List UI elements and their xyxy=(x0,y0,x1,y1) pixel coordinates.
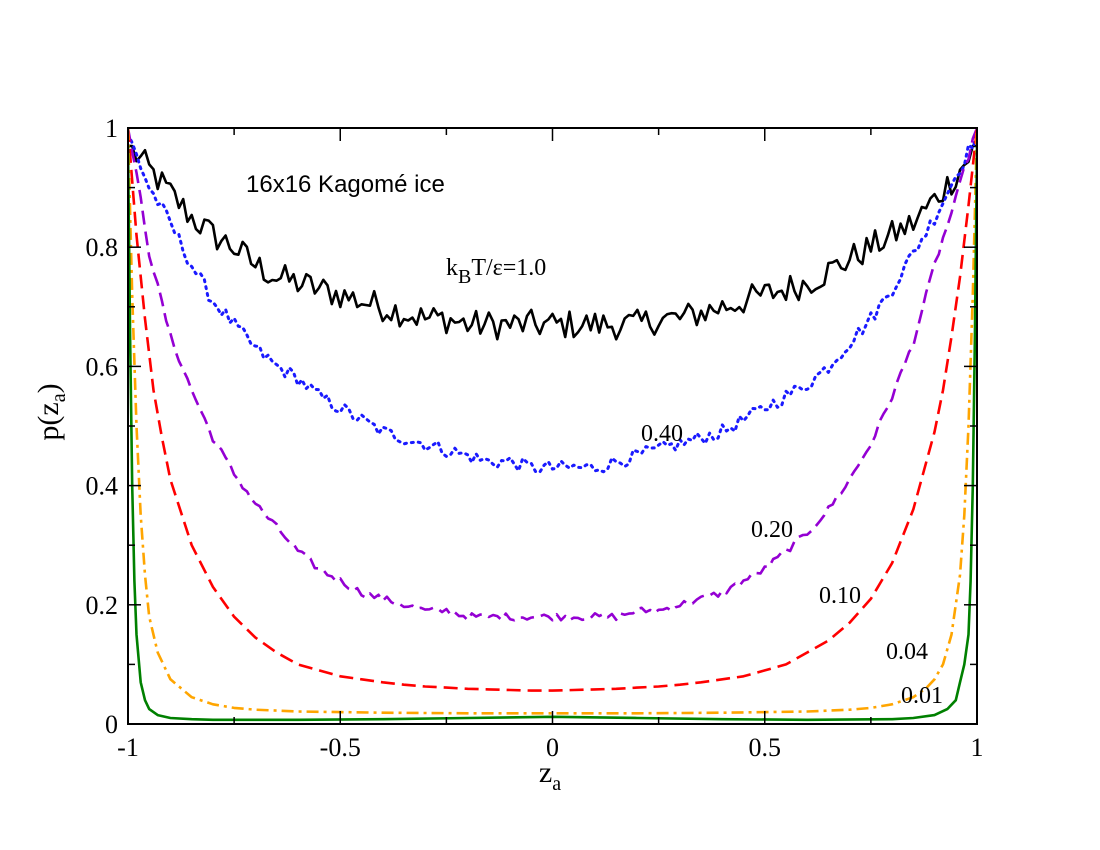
y-tick-label: 1 xyxy=(105,114,118,143)
x-tick-label: 1 xyxy=(971,733,984,762)
series-label-1-sub: B xyxy=(458,266,471,288)
y-axis-label: p(za) xyxy=(32,383,70,440)
y-tick-label: 0 xyxy=(105,710,118,739)
x-axis-label-sub: a xyxy=(552,773,561,795)
chart-annotation: 16x16 Kagomé ice xyxy=(246,171,445,198)
series-line-6 xyxy=(128,145,977,722)
series-label-4: 0.10 xyxy=(819,583,861,609)
series-label-1-rest: T/ε=1.0 xyxy=(471,255,546,281)
series-line-1 xyxy=(128,144,977,341)
x-tick-label: 0 xyxy=(546,733,559,762)
y-tick-label: 0.6 xyxy=(86,352,119,381)
series-label-5: 0.04 xyxy=(886,639,928,665)
plot-frame xyxy=(127,127,978,725)
x-tick-label: -1 xyxy=(117,733,139,762)
y-axis-label-sub: a xyxy=(48,393,70,402)
x-tick-label: -0.5 xyxy=(320,733,361,762)
series-line-3 xyxy=(128,128,977,622)
axis-tick-labels: -1 -0.5 0 0.5 1 0 0.2 0.4 0.6 0.8 1 xyxy=(86,114,984,762)
plot-series xyxy=(128,128,977,722)
series-label-1: kBT/ε=1.0 xyxy=(446,255,546,288)
series-line-4 xyxy=(128,128,977,692)
y-axis-label-close: ) xyxy=(32,383,65,393)
y-tick-label: 0.2 xyxy=(86,591,119,620)
y-tick-label: 0.4 xyxy=(86,472,119,501)
axis-ticks xyxy=(127,127,978,725)
x-axis-label-base: z xyxy=(539,756,552,789)
y-axis-label-base: p(z xyxy=(32,402,65,440)
series-label-2: 0.40 xyxy=(641,421,683,447)
series-line-2 xyxy=(128,132,977,474)
y-tick-label: 0.8 xyxy=(86,233,119,262)
series-label-1-base: k xyxy=(446,255,458,281)
series-label-6: 0.01 xyxy=(901,683,943,709)
x-axis-label: za xyxy=(539,756,561,795)
series-label-3: 0.20 xyxy=(751,517,793,543)
series-line-5 xyxy=(128,128,977,715)
x-tick-label: 0.5 xyxy=(749,733,782,762)
